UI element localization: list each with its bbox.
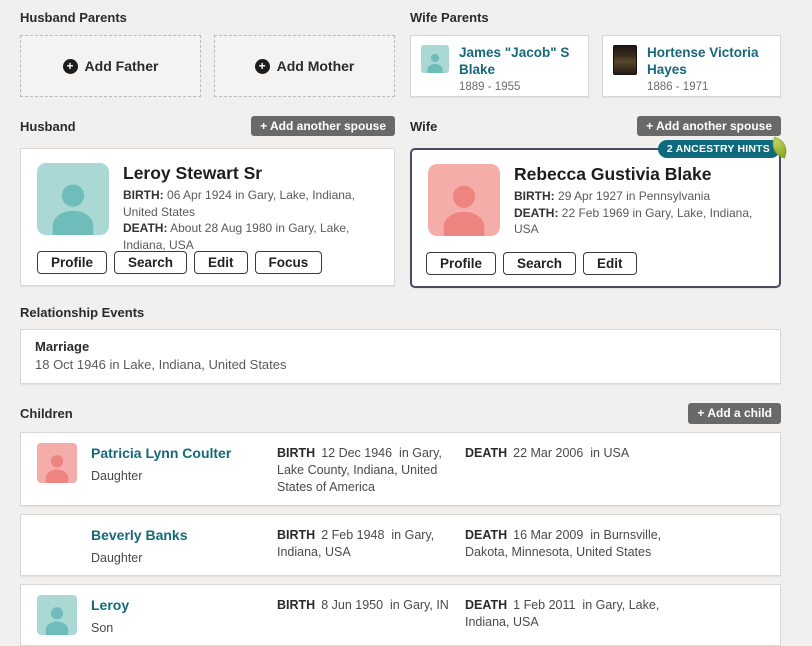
husband-death-value: About 28 Aug 1980 in Gary, Lake, Indiana… xyxy=(123,221,350,253)
death-label: DEATH: xyxy=(514,205,559,220)
wife-mother-card[interactable]: Hortense Victoria Hayes 1886 - 1971 xyxy=(602,35,781,97)
wife-death-value: 22 Feb 1969 in Gary, Lake, Indiana, USA xyxy=(514,205,753,237)
add-another-spouse-husband-button[interactable]: + Add another spouse xyxy=(251,116,395,137)
wife-father-name-link[interactable]: James "Jacob" S Blake xyxy=(459,45,570,77)
wife-name: Rebecca Gustivia Blake xyxy=(514,164,712,185)
wife-label: Wife xyxy=(410,118,438,134)
add-mother-button[interactable]: + Add Mother xyxy=(214,35,395,97)
husband-edit-button[interactable]: Edit xyxy=(194,251,248,275)
child-relation: Son xyxy=(91,621,114,636)
wife-mother-name-link[interactable]: Hortense Victoria Hayes xyxy=(647,45,759,77)
child-death: DEATH 1 Feb 2011 in Gary, Lake, Indiana, … xyxy=(465,598,660,630)
husband-focus-button[interactable]: Focus xyxy=(254,251,323,275)
husband-profile-button[interactable]: Profile xyxy=(37,251,108,275)
person-silhouette-icon xyxy=(421,45,449,73)
husband-vitals: BIRTH: 06 Apr 1924 in Gary, Lake, Indian… xyxy=(123,187,380,253)
husband-search-button[interactable]: Search xyxy=(114,251,188,275)
husband-label: Husband xyxy=(20,118,76,134)
husband-card: Leroy Stewart Sr BIRTH: 06 Apr 1924 in G… xyxy=(20,148,395,287)
wife-father-card[interactable]: James "Jacob" S Blake 1889 - 1955 xyxy=(410,35,589,97)
husband-parents-title: Husband Parents xyxy=(20,10,127,25)
ancestry-hints-badge[interactable]: 2 ANCESTRY HINTS xyxy=(657,140,780,159)
husband-name: Leroy Stewart Sr xyxy=(123,163,263,184)
event-type: Marriage xyxy=(35,339,90,355)
birth-label: BIRTH: xyxy=(514,189,555,204)
child-birth: BIRTH 8 Jun 1950 in Gary, IN xyxy=(277,598,449,613)
relationship-events-title: Relationship Events xyxy=(20,305,145,321)
plus-circle-icon: + xyxy=(254,58,270,74)
husband-avatar[interactable] xyxy=(37,163,109,236)
add-another-spouse-wife-button[interactable]: + Add another spouse xyxy=(637,116,781,137)
wife-avatar[interactable] xyxy=(428,164,500,237)
marriage-event-row[interactable]: Marriage 18 Oct 1946 in Lake, Indiana, U… xyxy=(20,329,781,385)
child-avatar[interactable] xyxy=(37,442,77,483)
child-name-link[interactable]: Leroy xyxy=(91,597,130,614)
husband-birth-value: 06 Apr 1924 in Gary, Lake, Indiana, Unit… xyxy=(123,188,355,219)
wife-birth-value: 29 Apr 1927 in Pennsylvania xyxy=(558,189,711,204)
add-a-child-button[interactable]: + Add a child xyxy=(688,403,781,424)
child-name-link[interactable]: Patricia Lynn Coulter xyxy=(91,444,232,461)
plus-circle-icon: + xyxy=(62,58,78,74)
add-father-button[interactable]: + Add Father xyxy=(20,35,201,97)
wife-parents-title: Wife Parents xyxy=(410,10,489,25)
child-death: DEATH 16 Mar 2009 in Burnsville, Dakota, … xyxy=(465,528,662,560)
child-relation: Daughter xyxy=(91,551,143,566)
child-birth: BIRTH 12 Dec 1946 in Gary, Lake County, I… xyxy=(277,445,442,494)
child-photo-thumbnail[interactable] xyxy=(37,525,77,565)
birth-label: BIRTH: xyxy=(123,188,164,203)
event-detail: 18 Oct 1946 in Lake, Indiana, United Sta… xyxy=(35,357,287,373)
add-mother-label: Add Mother xyxy=(276,58,355,74)
child-row: Beverly Banks Daughter BIRTH 2 Feb 1948 i… xyxy=(20,514,781,577)
wife-vitals: BIRTH: 29 Apr 1927 in Pennsylvania DEATH… xyxy=(514,188,765,238)
children-title: Children xyxy=(20,406,73,422)
wife-profile-button[interactable]: Profile xyxy=(426,252,497,276)
child-name-link[interactable]: Beverly Banks xyxy=(91,527,188,544)
wife-search-button[interactable]: Search xyxy=(503,252,577,276)
portrait-photo-thumbnail xyxy=(613,45,637,75)
wife-card-selected: 2 ANCESTRY HINTS Rebecca Gustivia Blake … xyxy=(410,136,791,289)
child-row: Patricia Lynn Coulter Daughter BIRTH 12 D… xyxy=(20,431,781,507)
wife-father-years: 1889 - 1955 xyxy=(459,80,521,93)
add-father-label: Add Father xyxy=(84,58,159,74)
child-avatar[interactable] xyxy=(37,595,77,636)
wife-mother-years: 1886 - 1971 xyxy=(647,80,709,93)
child-birth: BIRTH 2 Feb 1948 in Gary, Indiana, USA xyxy=(277,528,435,560)
wife-edit-button[interactable]: Edit xyxy=(583,252,637,276)
child-relation: Daughter xyxy=(91,468,143,483)
child-death: DEATH 22 Mar 2006 in USA xyxy=(465,445,630,460)
death-label: DEATH: xyxy=(123,221,168,236)
